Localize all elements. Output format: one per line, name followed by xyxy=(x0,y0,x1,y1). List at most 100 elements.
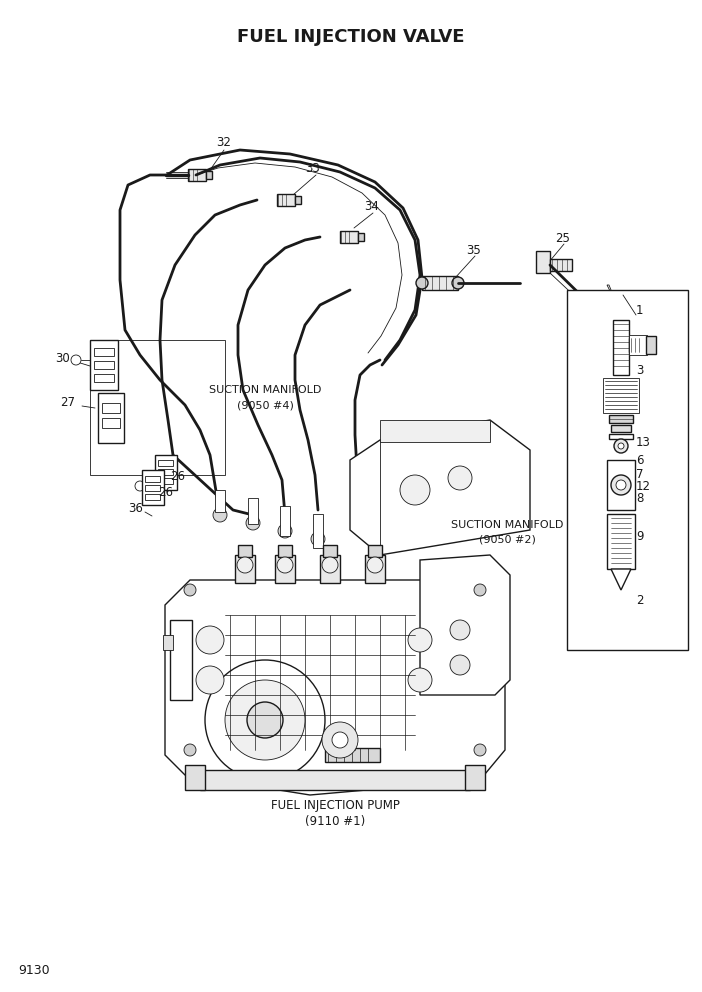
Bar xyxy=(358,233,364,241)
Bar xyxy=(313,514,323,548)
Circle shape xyxy=(184,584,196,596)
Bar xyxy=(611,425,631,432)
Circle shape xyxy=(408,628,432,652)
Text: 33: 33 xyxy=(305,162,319,175)
Bar xyxy=(380,420,490,442)
Bar xyxy=(609,434,633,439)
Circle shape xyxy=(196,626,224,654)
Bar xyxy=(94,361,114,369)
Bar xyxy=(206,171,212,179)
Text: 12: 12 xyxy=(636,480,651,493)
Text: 34: 34 xyxy=(364,200,379,213)
Bar xyxy=(278,545,292,557)
Text: 6: 6 xyxy=(636,453,644,466)
Bar xyxy=(607,514,635,569)
Bar xyxy=(215,490,225,512)
Circle shape xyxy=(452,277,464,289)
Polygon shape xyxy=(607,285,617,305)
Circle shape xyxy=(367,557,383,573)
Circle shape xyxy=(322,557,338,573)
Bar xyxy=(613,320,629,375)
Bar xyxy=(158,460,173,466)
Bar xyxy=(145,476,160,482)
Circle shape xyxy=(616,480,626,490)
Circle shape xyxy=(184,744,196,756)
Circle shape xyxy=(332,732,348,748)
Text: 30: 30 xyxy=(55,351,69,364)
Bar xyxy=(629,338,651,352)
Bar xyxy=(158,478,173,484)
Text: (9050 #2): (9050 #2) xyxy=(479,535,536,545)
Bar xyxy=(94,348,114,356)
Bar xyxy=(94,374,114,382)
Bar xyxy=(325,748,380,762)
Polygon shape xyxy=(420,555,510,695)
Bar xyxy=(422,276,458,290)
Circle shape xyxy=(618,443,624,449)
Bar xyxy=(235,555,255,583)
Bar xyxy=(200,770,470,790)
Circle shape xyxy=(311,532,325,546)
Bar xyxy=(280,506,290,536)
Circle shape xyxy=(225,680,305,760)
Bar xyxy=(629,335,647,355)
Bar xyxy=(98,393,124,443)
Circle shape xyxy=(474,744,486,756)
Text: 13: 13 xyxy=(636,435,651,448)
Bar xyxy=(550,259,572,271)
Circle shape xyxy=(278,524,292,538)
Text: 2: 2 xyxy=(636,594,644,607)
Circle shape xyxy=(71,355,81,365)
Bar xyxy=(368,545,382,557)
Text: 32: 32 xyxy=(216,137,231,150)
Text: SUCTION MANIFOLD: SUCTION MANIFOLD xyxy=(208,385,322,395)
Circle shape xyxy=(277,557,293,573)
Bar xyxy=(145,485,160,491)
Bar xyxy=(465,765,485,790)
Text: 8: 8 xyxy=(636,491,643,505)
Text: 3: 3 xyxy=(636,363,643,377)
Bar xyxy=(90,340,225,475)
Circle shape xyxy=(611,475,631,495)
Bar xyxy=(163,635,173,650)
Text: FUEL INJECTION PUMP: FUEL INJECTION PUMP xyxy=(270,799,399,811)
Bar xyxy=(536,251,550,273)
Bar xyxy=(170,620,192,700)
Bar xyxy=(90,340,118,390)
Circle shape xyxy=(237,557,253,573)
Circle shape xyxy=(450,620,470,640)
Bar xyxy=(277,194,295,206)
Bar xyxy=(365,555,385,583)
Circle shape xyxy=(614,439,628,453)
Polygon shape xyxy=(350,420,530,555)
Circle shape xyxy=(196,666,224,694)
Text: FUEL INJECTION VALVE: FUEL INJECTION VALVE xyxy=(237,28,465,46)
Circle shape xyxy=(213,508,227,522)
Circle shape xyxy=(246,516,260,530)
Polygon shape xyxy=(165,580,505,795)
Text: (9110 #1): (9110 #1) xyxy=(305,815,365,828)
Circle shape xyxy=(400,475,430,505)
Circle shape xyxy=(135,481,145,491)
Bar xyxy=(238,545,252,557)
Circle shape xyxy=(474,584,486,596)
Bar xyxy=(155,455,177,490)
Bar xyxy=(142,470,164,505)
Text: 9130: 9130 xyxy=(18,963,50,976)
Text: 36: 36 xyxy=(128,502,143,515)
Text: 7: 7 xyxy=(636,467,644,480)
Bar xyxy=(145,494,160,500)
Circle shape xyxy=(247,702,283,738)
Bar xyxy=(102,418,120,428)
Bar xyxy=(567,290,688,650)
Text: 9: 9 xyxy=(636,530,644,543)
Circle shape xyxy=(408,668,432,692)
Bar xyxy=(320,555,340,583)
Circle shape xyxy=(205,660,325,780)
Bar xyxy=(295,196,301,204)
Circle shape xyxy=(448,466,472,490)
Circle shape xyxy=(450,655,470,675)
Text: 25: 25 xyxy=(555,231,570,244)
Text: 26: 26 xyxy=(170,469,185,482)
Bar xyxy=(323,545,337,557)
